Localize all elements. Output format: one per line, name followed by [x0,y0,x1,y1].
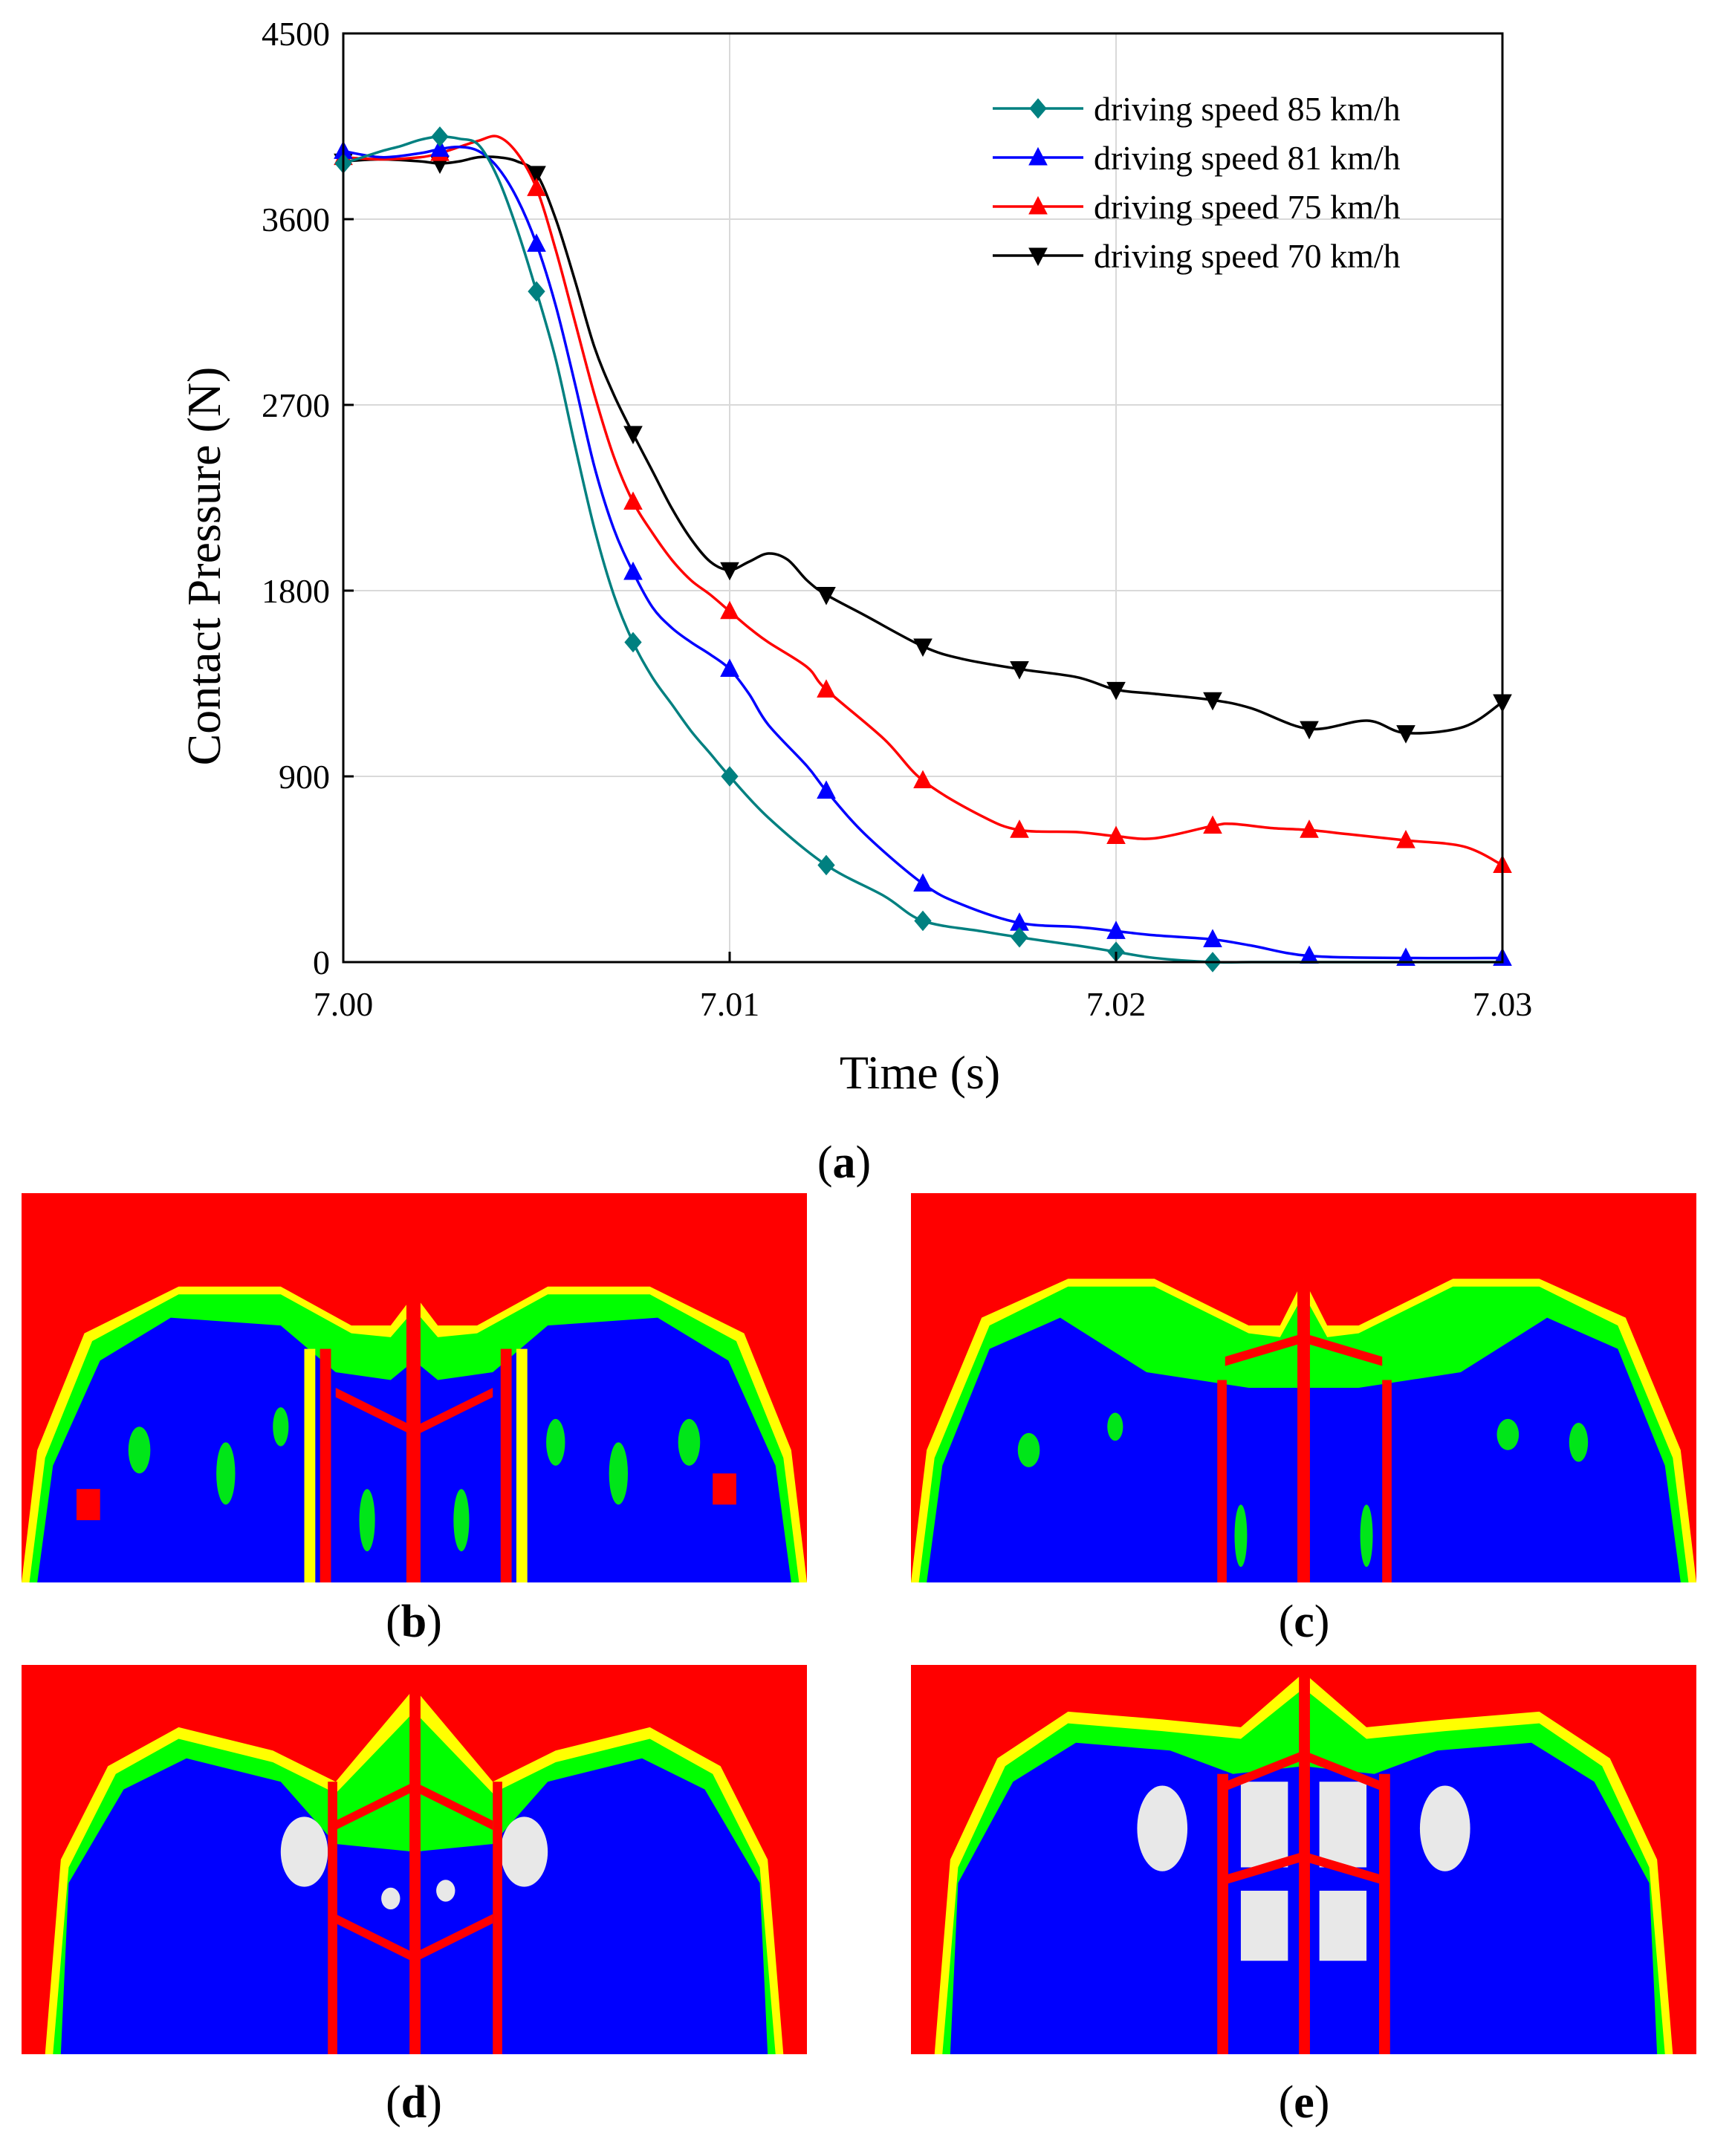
data-point [1396,725,1415,744]
series-line [343,135,1502,964]
data-point [817,854,835,876]
x-tick-label: 7.01 [700,985,760,1023]
data-point [623,426,643,444]
series-line [343,145,1503,960]
data-point [624,631,642,653]
data-point [1106,825,1126,845]
contour-panel-c [911,1193,1696,1582]
data-point [817,587,836,605]
data-point [914,910,932,932]
contour-panel-e [911,1665,1696,2054]
caption-d: (d) [386,2077,442,2128]
data-point [1300,721,1319,740]
contact-pressure-chart: 7.00 7.01 7.02 7.03 0 900 1800 2700 3600 4500 Tim… [178,15,1532,1099]
y-tick-label: 900 [279,758,330,796]
caption-c: (c) [1278,1597,1330,1647]
data-point [1010,661,1029,680]
data-point [913,770,933,789]
y-tick-label: 4500 [262,15,330,53]
x-tick-label: 7.00 [314,985,374,1023]
data-point [1300,819,1319,838]
data-point [1203,929,1222,947]
data-point [623,561,643,580]
data-point [431,126,449,147]
x-axis-label: Time (s) [840,1046,1000,1099]
y-tick-label: 1800 [262,572,330,610]
data-point [1106,920,1126,939]
data-point [721,766,739,787]
legend-marker [1028,146,1048,166]
legend-label: driving speed 85 km/h [1094,90,1401,128]
legend-marker [1028,247,1048,267]
caption-a: (a) [817,1137,872,1188]
data-point [913,873,933,892]
y-tick-label: 2700 [262,386,330,424]
data-point [527,178,546,196]
contour-image-e [911,1665,1696,2054]
data-point [1396,830,1415,848]
y-axis-label: Contact Pressure (N) [178,367,230,766]
data-point [720,562,739,581]
legend-label: driving speed 75 km/h [1094,188,1401,226]
contour-image-d [22,1665,807,2054]
contour-image-c [911,1193,1696,1582]
data-point [527,233,546,252]
data-point [720,600,739,620]
data-point [817,679,836,698]
data-point [1106,681,1126,701]
plot-border [342,32,1504,964]
legend-marker [1029,98,1047,119]
legend-label: driving speed 70 km/h [1094,237,1401,275]
data-point [1011,926,1028,948]
data-point [1203,692,1222,711]
data-point [528,281,545,302]
data-point [1010,819,1029,838]
series-driving-speed-70-km-h [334,153,1512,744]
caption-e: (e) [1278,2077,1330,2128]
caption-b: (b) [386,1597,442,1647]
legend: driving speed 85 km/h driving speed 81 km… [993,90,1401,275]
y-tick-label: 3600 [262,201,330,238]
tick-labels: 7.00 7.01 7.02 7.03 0 900 1800 2700 3600 4500 [262,15,1532,1023]
data-point [720,658,739,678]
y-tick-label: 0 [313,944,330,981]
plot-frame [342,32,1504,964]
x-tick-label: 7.03 [1473,985,1533,1023]
data-point [527,166,546,184]
data-point [913,638,933,657]
x-tick-label: 7.02 [1086,985,1147,1023]
contour-panel-d [22,1665,807,2054]
legend-marker [1028,195,1048,215]
data-point [817,780,836,799]
data-point [1203,815,1222,834]
data-point [623,491,643,510]
contour-image-b [22,1193,807,1582]
legend-label: driving speed 81 km/h [1094,139,1401,177]
data-point [430,138,450,158]
contour-panel-b [22,1193,807,1582]
